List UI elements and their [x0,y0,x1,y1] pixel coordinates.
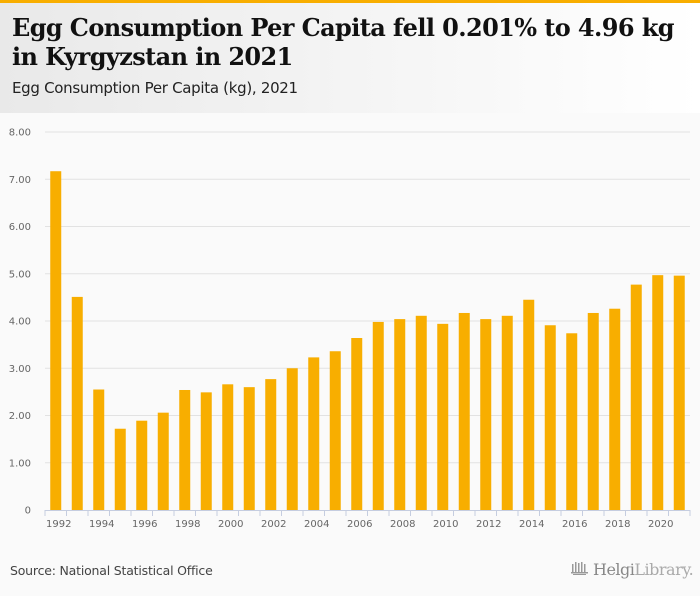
bar-1999[interactable] [200,392,212,510]
y-tick-label: 2.00 [9,411,31,422]
bar-2013[interactable] [501,315,513,510]
top-accent-stripe [0,0,700,3]
bar-2007[interactable] [372,321,384,510]
x-tick-label: 1994 [89,519,114,530]
logo-text-bold: Helgi [593,560,635,579]
y-tick-label: 3.00 [9,364,31,375]
helgi-library-logo[interactable]: HelgiLibrary. [570,560,694,579]
bar-1995[interactable] [114,428,126,510]
bar-2021[interactable] [673,275,685,510]
bar-2020[interactable] [652,275,664,510]
x-tick-label: 2016 [562,519,587,530]
bar-2002[interactable] [265,379,277,510]
y-tick-label: 4.00 [9,317,31,328]
bar-1994[interactable] [93,389,105,510]
x-tick-label: 2008 [390,519,415,530]
y-tick-label: 7.00 [9,175,31,186]
bar-1997[interactable] [157,412,169,510]
x-axis: 1992 1994 1996 1998 2000 2002 2004 2006 2008 2010… [44,510,691,530]
bar-2011[interactable] [458,312,470,510]
bar-2016[interactable] [566,333,578,510]
chart-header: Egg Consumption Per Capita fell 0.201% t… [0,3,700,113]
bar-1998[interactable] [179,389,191,510]
x-tick-label: 2006 [347,519,372,530]
bars [50,171,685,510]
bar-2001[interactable] [243,387,255,510]
source-note: Source: National Statistical Office [10,563,213,578]
x-tick-label: 2000 [218,519,243,530]
chart-subtitle: Egg Consumption Per Capita (kg), 2021 [12,79,298,97]
x-tick-label: 1998 [175,519,200,530]
bar-2000[interactable] [222,384,234,510]
x-tick-label: 2012 [476,519,501,530]
bar-2004[interactable] [308,357,320,510]
bar-chart: 01.002.003.004.005.006.007.008.00 1992 19… [9,128,691,530]
bar-2006[interactable] [351,338,363,510]
x-tick-label: 2020 [648,519,673,530]
x-tick-label: 1992 [46,519,71,530]
bar-2017[interactable] [587,312,599,510]
library-building-icon [571,562,588,575]
bar-2018[interactable] [609,308,621,510]
y-axis-ticks: 0 1.00 2.00 3.00 4.00 5.00 6.00 7.00 8.00 [9,128,31,517]
y-tick-label: 1.00 [9,458,31,469]
bar-2012[interactable] [480,319,492,510]
bar-2003[interactable] [286,368,298,510]
x-tick-label: 2004 [304,519,329,530]
y-tick-label: 6.00 [9,222,31,233]
bar-1993[interactable] [71,296,83,510]
bar-2010[interactable] [437,323,449,510]
y-tick-label: 5.00 [9,269,31,280]
bar-2009[interactable] [415,315,427,510]
x-tick-label: 2014 [519,519,544,530]
logo-text-light: Library. [634,560,694,579]
gridlines [45,131,690,464]
x-tick-label: 1996 [132,519,157,530]
x-tick-label: 2002 [261,519,286,530]
bar-2019[interactable] [630,284,642,510]
bar-1996[interactable] [136,420,148,510]
x-tick-label: 2018 [605,519,630,530]
bar-2008[interactable] [394,319,406,510]
bar-2015[interactable] [544,325,556,510]
bar-2014[interactable] [523,299,535,510]
chart-title: Egg Consumption Per Capita fell 0.201% t… [12,13,675,71]
bar-1992[interactable] [50,171,62,510]
y-tick-label: 8.00 [9,128,31,139]
y-tick-label: 0 [25,506,31,517]
bar-2005[interactable] [329,351,341,510]
x-tick-label: 2010 [433,519,458,530]
